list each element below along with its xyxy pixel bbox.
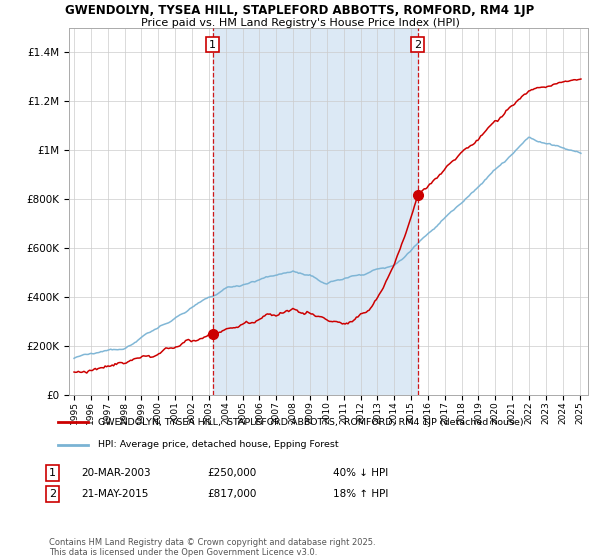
Text: 18% ↑ HPI: 18% ↑ HPI xyxy=(333,489,388,499)
Text: 1: 1 xyxy=(209,40,216,49)
Text: £817,000: £817,000 xyxy=(207,489,256,499)
Text: 2: 2 xyxy=(414,40,421,49)
Text: 1: 1 xyxy=(49,468,56,478)
Text: 21-MAY-2015: 21-MAY-2015 xyxy=(81,489,148,499)
Text: 40% ↓ HPI: 40% ↓ HPI xyxy=(333,468,388,478)
Text: 2: 2 xyxy=(49,489,56,499)
Text: £250,000: £250,000 xyxy=(207,468,256,478)
Bar xyxy=(212,28,418,395)
Text: GWENDOLYN, TYSEA HILL,  STAPLEFORD ABBOTTS,  ROMFORD, RM4 1JP (detached house): GWENDOLYN, TYSEA HILL, STAPLEFORD ABBOTT… xyxy=(98,418,524,427)
Text: Price paid vs. HM Land Registry's House Price Index (HPI): Price paid vs. HM Land Registry's House … xyxy=(140,18,460,29)
Text: Contains HM Land Registry data © Crown copyright and database right 2025.
This d: Contains HM Land Registry data © Crown c… xyxy=(49,538,376,557)
Text: GWENDOLYN, TYSEA HILL, STAPLEFORD ABBOTTS, ROMFORD, RM4 1JP: GWENDOLYN, TYSEA HILL, STAPLEFORD ABBOTT… xyxy=(65,4,535,17)
Text: HPI: Average price, detached house, Epping Forest: HPI: Average price, detached house, Eppi… xyxy=(98,440,339,449)
Text: 20-MAR-2003: 20-MAR-2003 xyxy=(81,468,151,478)
